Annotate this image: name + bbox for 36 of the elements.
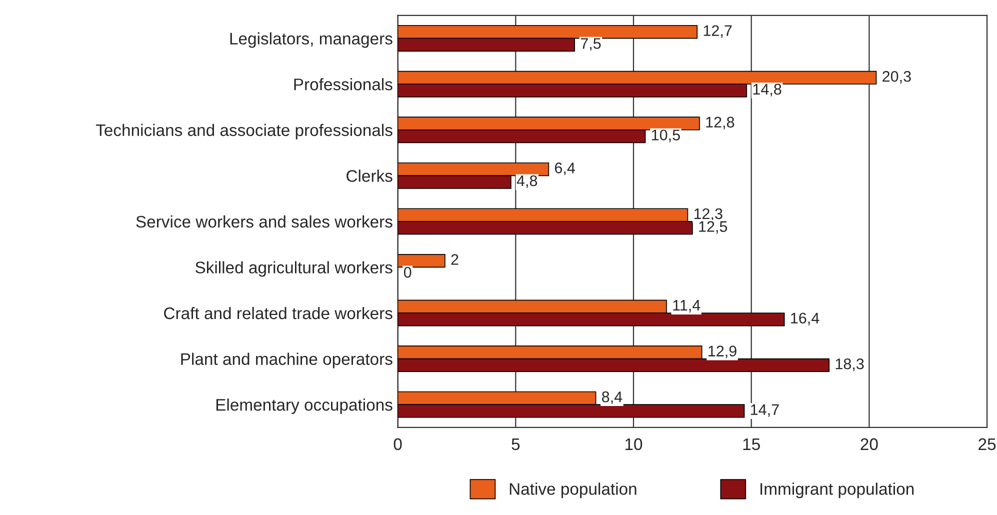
data-label: 18,3: [836, 358, 864, 372]
data-label: 16,4: [791, 312, 820, 326]
y-tick-label: Professionals: [294, 78, 392, 90]
data-label: 11,4: [673, 300, 700, 312]
data-label: 12,5: [699, 221, 728, 234]
legend-label: Native population: [510, 482, 636, 498]
y-tick-label: Skilled agricultural workers: [195, 261, 392, 277]
data-label: 10,5: [652, 130, 680, 142]
x-tick-label: 15: [743, 438, 760, 450]
data-label: 12,9: [708, 346, 736, 358]
data-label: 4,8: [516, 175, 538, 188]
y-tick-label: Clerks: [346, 170, 392, 182]
legend-label: Immigrant population: [760, 482, 914, 498]
data-label: 12,3: [694, 208, 722, 221]
data-label: 0: [404, 266, 412, 278]
data-label: 6,4: [554, 162, 575, 176]
y-tick-label: Plant and machine operators: [181, 352, 392, 368]
data-label: 8,4: [602, 391, 622, 404]
data-label: 20,3: [882, 70, 911, 84]
data-label: 12,7: [704, 25, 732, 38]
x-tick-label: 20: [860, 438, 878, 450]
x-tick-label: 5: [512, 438, 520, 450]
y-tick-label: Service workers and sales workers: [136, 215, 392, 228]
x-tick-label: 10: [625, 438, 642, 450]
data-label: 14,8: [753, 84, 782, 96]
y-tick-label: Technicians and associate professionals: [96, 124, 392, 140]
data-label: 7,5: [580, 38, 601, 51]
x-tick-label: 0: [394, 438, 402, 450]
bar: [398, 254, 446, 268]
y-tick-label: Elementary occupations: [216, 398, 392, 414]
x-tick-label: 25: [978, 438, 996, 450]
y-tick-label: Legislators, managers: [230, 32, 392, 48]
data-label: 2: [451, 254, 458, 265]
y-tick-label: Craft and related trade workers: [164, 306, 392, 320]
data-label: 12,8: [706, 116, 734, 130]
data-label: 14,7: [750, 404, 779, 417]
